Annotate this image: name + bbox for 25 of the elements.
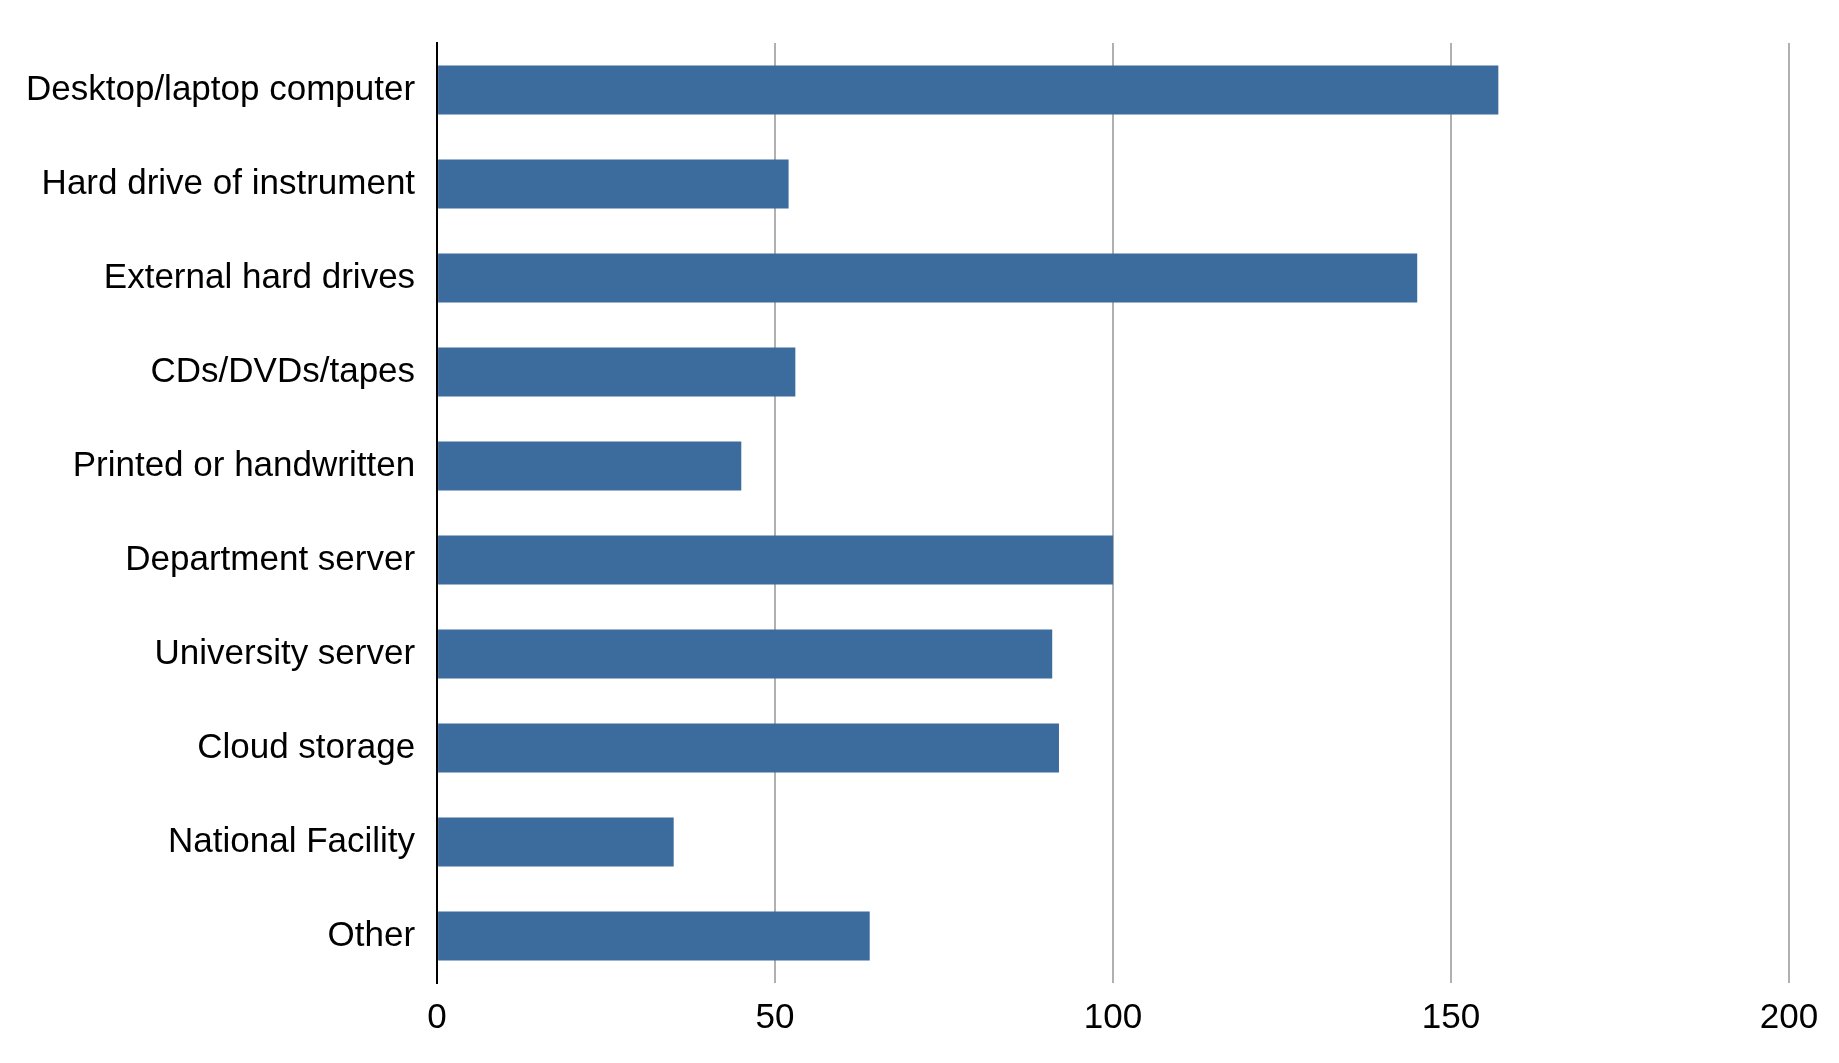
y-tick-label: Hard drive of instrument: [41, 161, 416, 201]
bar: [438, 253, 1418, 303]
bar: [438, 535, 1114, 585]
y-tick-label: Department server: [125, 537, 416, 577]
x-tick-label: 0: [427, 995, 447, 1035]
y-tick-label: Desktop/laptop computer: [25, 67, 416, 107]
y-tick-label: Printed or handwritten: [72, 443, 416, 483]
bar: [438, 817, 674, 867]
y-tick-label: University server: [154, 631, 416, 671]
x-tick-label: 150: [1421, 995, 1481, 1035]
x-tick-label: 100: [1083, 995, 1143, 1035]
y-tick-label: Cloud storage: [197, 725, 416, 765]
bar: [438, 629, 1053, 679]
bar: [438, 347, 796, 397]
y-tick-label: External hard drives: [103, 255, 416, 295]
bar: [438, 723, 1059, 773]
x-tick-label: 50: [755, 995, 795, 1035]
bar: [438, 911, 870, 961]
y-tick-label: Other: [327, 913, 416, 953]
y-tick-label: CDs/DVDs/tapes: [150, 349, 416, 389]
y-tick-label: National Facility: [168, 819, 416, 859]
x-tick-label: 200: [1759, 995, 1819, 1035]
bar: [438, 159, 789, 209]
bar: [438, 441, 742, 491]
bar: [438, 65, 1499, 115]
